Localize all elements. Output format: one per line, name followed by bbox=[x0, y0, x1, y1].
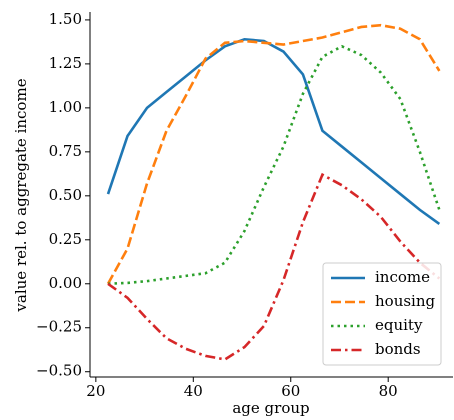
legend-box bbox=[322, 262, 442, 366]
y-tick-label: 1.00 bbox=[49, 98, 82, 116]
legend-label: income bbox=[375, 268, 430, 286]
legend-label: equity bbox=[375, 316, 423, 334]
y-tick-label: 0.00 bbox=[49, 274, 82, 292]
y-axis-label: value rel. to aggregate income bbox=[12, 78, 30, 312]
y-tick-label: −0.50 bbox=[36, 362, 82, 380]
y-tick-label: −0.25 bbox=[36, 318, 82, 336]
series-line bbox=[107, 44, 441, 286]
y-tick-label: 0.50 bbox=[49, 186, 82, 204]
y-tick-label: 0.75 bbox=[49, 142, 82, 160]
series-line bbox=[107, 172, 441, 361]
x-tick-label: 60 bbox=[281, 382, 300, 400]
x-tick-label: 40 bbox=[184, 382, 203, 400]
y-tick-label: 0.25 bbox=[49, 230, 82, 248]
x-tick-label: 80 bbox=[379, 382, 398, 400]
series-line bbox=[106, 23, 441, 285]
legend-label: housing bbox=[375, 292, 436, 310]
legend-label: bonds bbox=[375, 340, 421, 358]
y-tick-label: 1.50 bbox=[49, 10, 82, 28]
x-axis-label: age group bbox=[232, 399, 309, 417]
series-line bbox=[106, 37, 441, 226]
x-tick-label: 20 bbox=[86, 382, 105, 400]
y-tick-label: 1.25 bbox=[49, 54, 82, 72]
